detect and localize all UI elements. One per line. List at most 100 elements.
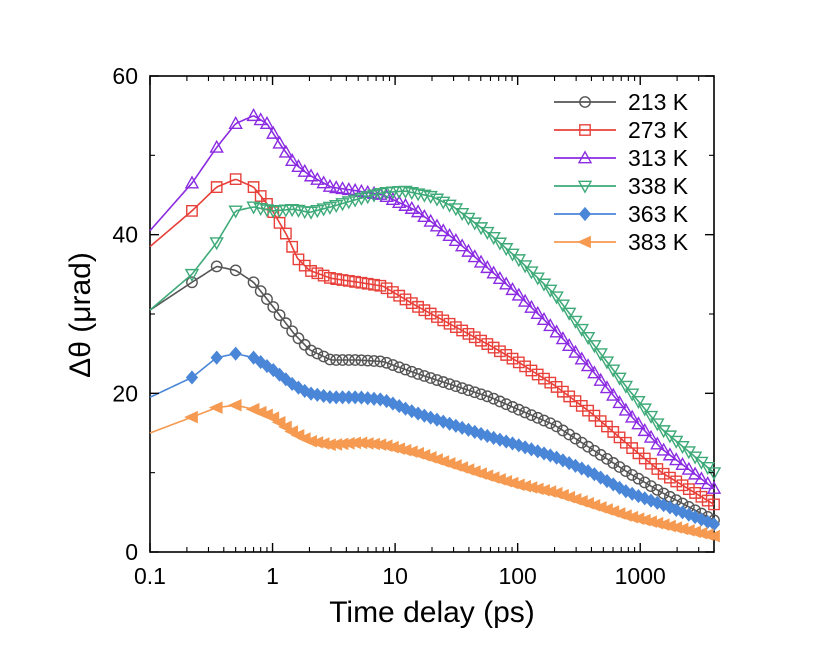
data-point xyxy=(467,217,482,231)
data-point xyxy=(355,276,368,289)
data-point xyxy=(412,300,424,313)
data-point xyxy=(575,436,588,449)
data-point xyxy=(392,194,407,208)
data-point xyxy=(487,341,500,354)
x-axis-title: Time delay (ps) xyxy=(329,596,535,629)
data-point xyxy=(577,150,593,164)
data-point xyxy=(555,331,571,345)
data-point xyxy=(335,181,350,195)
data-point xyxy=(562,337,577,352)
data-point xyxy=(443,317,456,330)
data-point xyxy=(569,432,582,445)
data-point xyxy=(246,108,261,122)
data-point xyxy=(405,365,418,378)
data-point xyxy=(336,274,349,286)
data-point xyxy=(405,297,418,310)
data-point xyxy=(468,386,481,399)
data-point xyxy=(587,365,602,379)
data-point xyxy=(393,289,406,302)
data-point xyxy=(349,354,362,366)
data-point xyxy=(544,417,557,430)
series-2 xyxy=(149,173,720,511)
data-point xyxy=(582,404,594,417)
data-point xyxy=(670,475,683,488)
data-point xyxy=(662,447,678,461)
data-point xyxy=(316,203,331,217)
legend-item: 338 K xyxy=(554,173,689,199)
data-point xyxy=(443,378,456,391)
data-point xyxy=(613,461,626,473)
y-axis-title: Δθ (μrad) xyxy=(64,252,97,378)
data-point xyxy=(643,410,659,424)
data-point xyxy=(330,354,343,366)
data-point xyxy=(468,331,481,344)
data-point xyxy=(210,260,223,273)
data-point xyxy=(324,353,336,366)
data-point xyxy=(424,372,437,384)
data-point xyxy=(322,201,338,215)
data-point xyxy=(512,403,525,416)
legend-label: 313 K xyxy=(628,145,689,171)
data-point xyxy=(448,232,464,246)
data-point xyxy=(286,240,299,253)
data-point xyxy=(505,282,520,296)
data-point xyxy=(626,442,639,454)
data-point xyxy=(184,410,198,424)
data-point xyxy=(631,416,646,430)
data-point xyxy=(512,356,525,369)
data-point xyxy=(284,152,300,167)
x-tick-label: 1000 xyxy=(615,563,666,589)
data-point xyxy=(347,194,363,208)
data-point xyxy=(563,390,576,403)
data-point xyxy=(568,344,583,358)
data-point xyxy=(637,423,652,437)
data-point xyxy=(186,204,198,217)
data-point xyxy=(594,448,607,461)
data-point xyxy=(253,112,268,126)
legend-item: 313 K xyxy=(554,145,689,171)
data-point xyxy=(461,212,476,226)
data-point xyxy=(519,360,532,373)
data-point xyxy=(386,286,399,298)
x-tick-label: 1 xyxy=(266,563,279,589)
data-point xyxy=(366,189,382,203)
data-point xyxy=(638,452,651,465)
axes-layer: 0.1 1 10 100 1000 0 20 40 60 xyxy=(112,63,714,589)
data-point xyxy=(310,205,325,219)
data-point xyxy=(322,178,338,192)
data-point xyxy=(209,237,224,251)
data-point xyxy=(317,269,330,282)
data-point xyxy=(279,317,292,330)
data-point xyxy=(291,158,306,173)
data-point xyxy=(480,260,495,274)
data-point xyxy=(311,347,324,360)
data-point xyxy=(399,363,412,376)
data-point xyxy=(208,401,223,414)
data-point xyxy=(467,249,482,263)
data-point xyxy=(436,196,451,210)
data-point xyxy=(335,198,350,212)
data-point xyxy=(682,483,695,495)
data-point xyxy=(563,456,576,471)
series-3 xyxy=(149,108,722,494)
data-point xyxy=(185,370,199,385)
data-point xyxy=(386,359,399,371)
data-point xyxy=(593,372,608,386)
data-point xyxy=(664,471,676,484)
legend-label: 213 K xyxy=(628,89,689,115)
series-line xyxy=(149,115,715,490)
data-point xyxy=(324,271,336,284)
data-point xyxy=(556,385,569,398)
data-point xyxy=(431,311,443,323)
data-point xyxy=(494,345,506,358)
data-point xyxy=(317,350,330,363)
data-point xyxy=(267,301,280,313)
data-point xyxy=(563,428,576,441)
data-point xyxy=(675,456,690,471)
data-point xyxy=(587,340,602,354)
legend-item: 273 K xyxy=(554,117,689,143)
data-point xyxy=(582,440,594,453)
data-point xyxy=(486,265,501,279)
data-point xyxy=(473,222,489,236)
data-point xyxy=(631,395,646,410)
